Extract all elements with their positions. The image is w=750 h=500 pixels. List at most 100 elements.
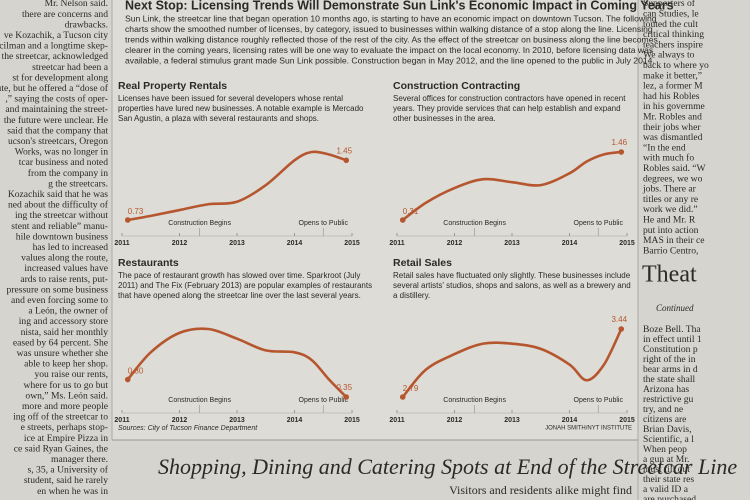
column-line: lez, a former M (643, 81, 703, 92)
column-line: and maintaining the street- (5, 104, 108, 115)
x-tick-label: 2011 (114, 240, 129, 247)
value-label: 0.80 (128, 367, 144, 376)
trend-line (126, 150, 348, 222)
x-tick-label: 2012 (172, 417, 188, 424)
end-point (343, 157, 350, 164)
column-line: e streets, perhaps stop- (21, 422, 108, 433)
chart-description: Licenses have been issued for several de… (118, 94, 343, 103)
chart-description: years. They provide services that can he… (393, 104, 621, 113)
x-tick-label: 2013 (504, 417, 520, 424)
column-line: We always to (643, 50, 695, 61)
column-line: work we did.” (643, 204, 698, 215)
chart-title: Construction Contracting (393, 80, 520, 92)
column-line: ing off of the streetcar to (13, 412, 108, 423)
column-line: has led to increased (33, 242, 109, 253)
x-tick-label: 2015 (344, 417, 360, 424)
column-line: must fill out (643, 464, 690, 475)
chart-description: properties have lured new businesses. A … (118, 104, 364, 113)
column-line: where for us to go but (24, 380, 109, 391)
column-line: hile downtown business (16, 231, 108, 242)
column-line: en when he was in (37, 486, 108, 497)
annotation: Opens to Public (574, 220, 624, 227)
column-line: in effect until 1 (643, 334, 702, 345)
column-line: ucson's streetcars, Oregon (8, 136, 108, 147)
column-line: citizens are (643, 414, 686, 425)
column-line: increased values have (24, 263, 108, 274)
column-line: Constitution p (643, 344, 698, 355)
x-tick-label: 2013 (229, 240, 245, 247)
x-tick-label: 2012 (447, 417, 463, 424)
chart-description: Retail sales have fluctuated only slight… (393, 271, 631, 280)
chart-title: Restaurants (118, 257, 179, 269)
x-tick-label: 2014 (562, 240, 578, 247)
column-line: make it better,” (643, 70, 702, 81)
column-line: can Studies, le (643, 9, 699, 20)
value-label: 1.45 (336, 146, 352, 155)
chart-description: 2011) and The Fix (February 2013) are po… (118, 281, 372, 290)
x-tick-label: 2015 (619, 240, 635, 247)
right-heading: Theat (642, 262, 697, 288)
column-line: a gun at Mr. (643, 454, 689, 465)
chart-description: Several offices for construction contrac… (393, 94, 626, 103)
x-tick-label: 2012 (172, 240, 188, 247)
annotation: Opens to Public (299, 397, 349, 404)
column-line: in his governme (643, 101, 705, 112)
column-line: Barrio Centro, (643, 245, 698, 256)
column-line: ve Kozachik, a Tucson city (4, 30, 108, 41)
graphic-title: Next Stop: Licensing Trends Will Demonst… (125, 0, 674, 12)
chart-title: Retail Sales (393, 257, 452, 269)
x-tick-label: 2015 (344, 240, 360, 247)
column-line: Robles said. “W (643, 163, 707, 174)
end-point (618, 326, 625, 332)
column-line: Mr. Robles and (643, 112, 702, 123)
column-line: nista, said her monthly (21, 327, 109, 338)
end-point (124, 376, 131, 383)
column-line: with much fo (643, 153, 694, 164)
column-line: eased by 64 percent. She (13, 337, 108, 348)
column-line: a valid ID a (643, 484, 689, 495)
intro-line: clearer in the coming years, licensing r… (125, 45, 653, 55)
end-point (343, 394, 350, 400)
column-line: are purchased (643, 494, 696, 500)
column-line: touted the cult (643, 19, 698, 30)
annotation: Construction Begins (443, 397, 506, 404)
column-line: Kozachik said that he was (8, 189, 108, 200)
column-line: Mr. Nelson said. (45, 0, 108, 9)
column-line: from the company in (28, 168, 108, 179)
x-tick-label: 2011 (389, 240, 404, 247)
value-label: 1.46 (611, 138, 627, 147)
column-line: pressure on some business (6, 284, 108, 295)
column-line: the state shall (643, 374, 696, 385)
annotation: Construction Begins (168, 397, 231, 404)
column-line: drawbacks. (65, 19, 108, 30)
column-line: their jobs wher (643, 122, 701, 133)
value-label: 0.35 (336, 383, 352, 392)
x-tick-label: 2011 (389, 417, 404, 424)
chart-description: The pace of restaurant growth has slowed… (118, 271, 360, 280)
intro-line: charts show the smoothed number of licen… (125, 24, 653, 34)
annotation: Opens to Public (299, 220, 349, 227)
column-line: said that the company that (7, 125, 108, 136)
column-line: restrictive gu (643, 394, 694, 405)
column-line: own,” Ms. León said. (25, 390, 108, 401)
column-line: s, 35, a University of (28, 465, 109, 476)
column-line: titles or any re (643, 194, 698, 205)
column-line: tcar business and noted (19, 157, 108, 168)
value-label: 2.79 (403, 384, 419, 393)
column-line: manager there. (51, 454, 108, 465)
column-line: critical thinking (643, 29, 704, 40)
chart-description: San Agustin, a plaza with several restau… (118, 114, 319, 123)
annotation: Construction Begins (168, 220, 231, 227)
column-line: put into action (643, 225, 699, 236)
column-line: He and Mr. R (643, 215, 696, 226)
column-line: student, said he rarely (24, 475, 108, 486)
credit: JONAH SMITH/NYT INSTITUTE (545, 426, 632, 432)
intro-line: available, a federal stimulus grant made… (125, 55, 655, 65)
value-label: 0.73 (128, 207, 144, 216)
column-line: you raise our rents, (34, 369, 108, 380)
trend-line (401, 327, 623, 399)
column-line: “In the end (643, 142, 686, 153)
trend-line (126, 327, 348, 399)
x-tick-label: 2013 (229, 417, 245, 424)
